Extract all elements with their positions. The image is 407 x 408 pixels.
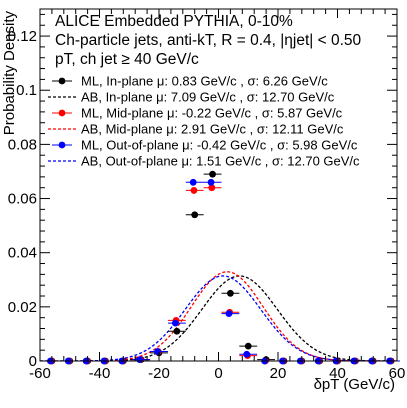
legend-marker (58, 141, 66, 149)
legend-marker (58, 77, 66, 85)
info-line-3: pT, ch jet ≥ 40 GeV/c (55, 51, 199, 68)
y-tick-label: 0.1 (16, 82, 37, 99)
ml-point (207, 178, 215, 186)
ml-point (136, 356, 144, 364)
ml-point (227, 289, 234, 297)
ml-point (191, 211, 199, 219)
ml-point (225, 310, 233, 318)
y-tick-label: 0.06 (8, 191, 37, 208)
ml-point (154, 348, 161, 355)
legend: ML, In-plane μ: 0.83 GeV/c , σ: 6.26 GeV… (48, 74, 360, 169)
y-tick-label: 0 (29, 353, 37, 370)
x-tick-label: 0 (214, 365, 222, 382)
ml-point (243, 350, 251, 358)
ml-point (209, 170, 216, 178)
legend-label: ML, In-plane μ: 0.83 GeV/c , σ: 6.26 GeV… (81, 74, 328, 89)
y-tick-label: 0.04 (8, 245, 37, 262)
ab-curve (40, 275, 397, 361)
ml-point (244, 342, 252, 350)
x-tick-label: 20 (270, 365, 287, 382)
ml-point (189, 178, 197, 186)
x-axis-title: δpT (GeV/c) (314, 376, 395, 393)
ml-point (171, 319, 179, 327)
y-tick-label: 0.12 (8, 28, 37, 45)
x-tick-label: -60 (29, 365, 51, 382)
legend-label: AB, In-plane μ: 7.09 GeV/c , σ: 12.70 Ge… (81, 90, 335, 105)
legend-label: AB, Mid-plane μ: 2.91 GeV/c , σ: 12.11 G… (81, 122, 344, 137)
legend-label: AB, Out-of-plane μ: 1.51 GeV/c , σ: 12.7… (81, 154, 360, 169)
x-tick-label: 60 (389, 365, 406, 382)
info-line-1: ALICE Embedded PYTHIA, 0-10% (55, 13, 293, 30)
y-tick-label: 0.02 (8, 299, 37, 316)
legend-marker (58, 109, 66, 117)
ab-curve (40, 271, 397, 361)
x-tick-label: -20 (148, 365, 170, 382)
legend-label: ML, Mid-plane μ: -0.22 GeV/c , σ: 5.87 G… (81, 106, 343, 121)
x-tick-label: 40 (329, 365, 346, 382)
ml-point (208, 184, 216, 192)
x-tick-label: -40 (89, 365, 111, 382)
y-axis-title: Probability Density (1, 11, 18, 136)
y-tick-label: 0.08 (8, 136, 37, 153)
legend-label: ML, Out-of-plane μ: -0.42 GeV/c , σ: 5.9… (81, 138, 358, 153)
ml-point (173, 327, 181, 335)
ml-point (190, 187, 198, 194)
axes: -60 -40 -20 0 20 40 60 0 0.02 0.04 0.06 0.08 0.1 0.12 (8, 9, 406, 382)
info-line-2: Ch-particle jets, anti-kT, R = 0.4, |ηje… (55, 32, 362, 49)
plot-marks (40, 170, 400, 365)
